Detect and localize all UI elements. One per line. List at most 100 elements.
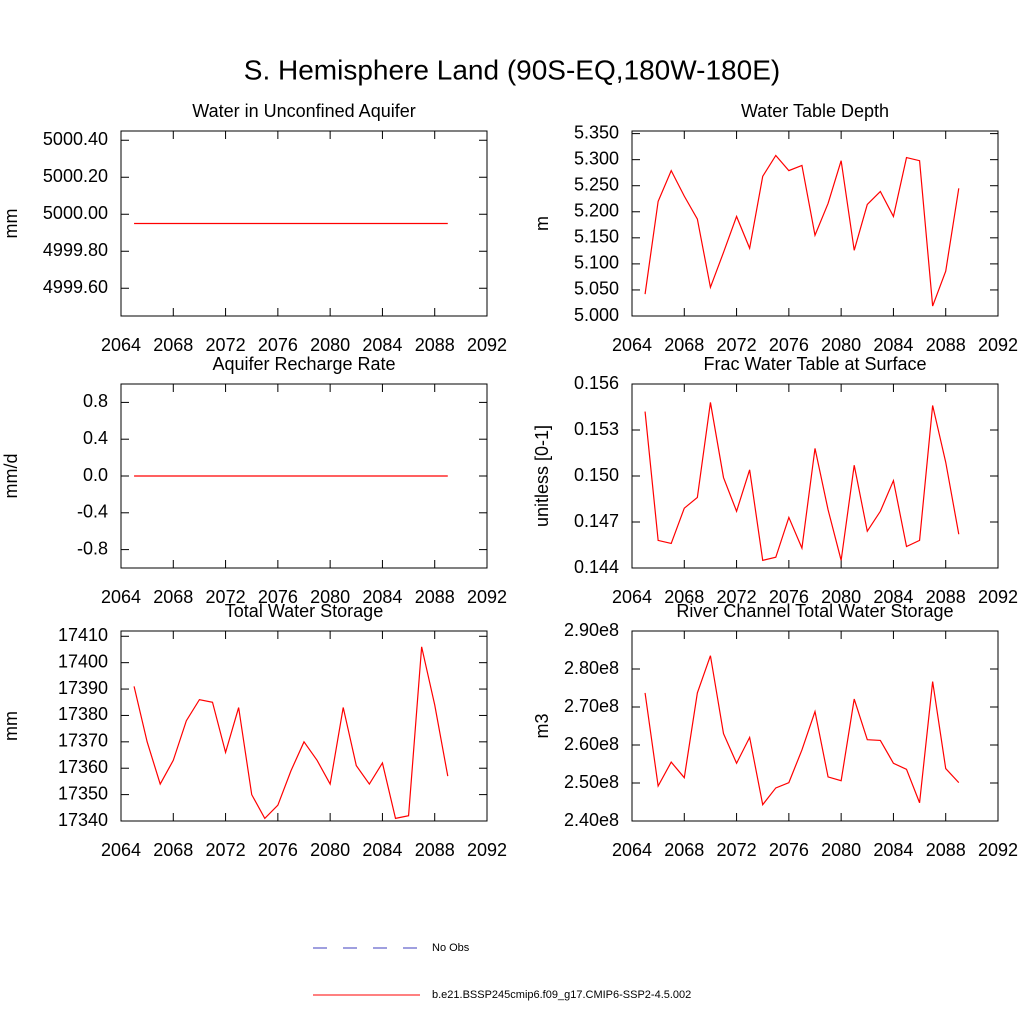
- y-tick-label: 2.40e8: [564, 810, 619, 830]
- y-tick-label: 17360: [58, 757, 108, 777]
- x-tick-label: 2092: [467, 587, 507, 607]
- plot-frame: [120, 630, 488, 822]
- panel-title: Water in Unconfined Aquifer: [192, 101, 415, 121]
- y-tick-label: 5000.40: [43, 129, 108, 149]
- x-tick-label: 2080: [821, 335, 861, 355]
- x-tick-label: 2064: [612, 587, 652, 607]
- x-tick-label: 2064: [612, 335, 652, 355]
- x-tick-label: 2088: [926, 335, 966, 355]
- x-tick-label: 2088: [415, 335, 455, 355]
- y-axis-label: m3: [532, 713, 552, 738]
- x-tick-label: 2072: [206, 840, 246, 860]
- y-tick-label: 2.60e8: [564, 734, 619, 754]
- plot-frame: [631, 130, 999, 317]
- x-tick-label: 2064: [101, 840, 141, 860]
- x-tick-label: 2072: [717, 587, 757, 607]
- y-axis-label: m: [532, 216, 552, 231]
- y-axis-label: mm: [1, 711, 21, 741]
- y-axis-label: mm/d: [1, 454, 21, 499]
- x-tick-label: 2076: [769, 335, 809, 355]
- y-tick-label: 0.144: [574, 557, 619, 577]
- x-tick-label: 2092: [467, 335, 507, 355]
- panel-title: Aquifer Recharge Rate: [212, 354, 395, 374]
- data-line: [644, 655, 960, 807]
- y-tick-label: 0.150: [574, 465, 619, 485]
- x-tick-label: 2068: [664, 840, 704, 860]
- y-tick-label: 5.150: [574, 227, 619, 247]
- x-tick-label: 2088: [415, 840, 455, 860]
- y-axis-label: unitless [0-1]: [532, 425, 552, 527]
- x-tick-label: 2064: [101, 335, 141, 355]
- x-tick-label: 2068: [153, 587, 193, 607]
- y-tick-label: 0.147: [574, 511, 619, 531]
- plot-frame: [120, 130, 488, 317]
- y-tick-label: 5.100: [574, 253, 619, 273]
- x-tick-label: 2072: [717, 335, 757, 355]
- x-tick-label: 2068: [664, 335, 704, 355]
- y-tick-label: 17390: [58, 678, 108, 698]
- figure-title: S. Hemisphere Land (90S-EQ,180W-180E): [244, 54, 780, 85]
- panel-title: Total Water Storage: [225, 601, 383, 621]
- y-tick-label: 5.000: [574, 305, 619, 325]
- x-tick-label: 2084: [873, 335, 913, 355]
- x-tick-label: 2064: [101, 587, 141, 607]
- y-tick-label: 17350: [58, 783, 108, 803]
- x-tick-label: 2076: [769, 587, 809, 607]
- y-tick-label: 0.4: [83, 428, 108, 448]
- x-tick-label: 2076: [258, 335, 298, 355]
- legend-label: b.e21.BSSP245cmip6.f09_g17.CMIP6-SSP2-4.…: [432, 989, 691, 1001]
- y-tick-label: 4999.60: [43, 277, 108, 297]
- y-tick-label: 2.50e8: [564, 772, 619, 792]
- panel-title: Water Table Depth: [741, 101, 889, 121]
- x-tick-label: 2092: [467, 840, 507, 860]
- y-tick-label: 2.90e8: [564, 620, 619, 640]
- x-tick-label: 2088: [926, 587, 966, 607]
- x-tick-label: 2072: [206, 335, 246, 355]
- y-tick-label: 5.300: [574, 148, 619, 168]
- y-tick-label: 5.200: [574, 201, 619, 221]
- x-tick-label: 2072: [717, 840, 757, 860]
- y-tick-label: 17380: [58, 704, 108, 724]
- x-tick-label: 2092: [978, 840, 1018, 860]
- x-tick-label: 2064: [612, 840, 652, 860]
- y-tick-label: 5000.20: [43, 166, 108, 186]
- x-tick-label: 2092: [978, 587, 1018, 607]
- plot-frame: [120, 383, 488, 569]
- x-tick-label: 2088: [415, 587, 455, 607]
- y-tick-label: 17410: [58, 625, 108, 645]
- plot-frame: [631, 383, 999, 569]
- x-tick-label: 2080: [310, 587, 350, 607]
- x-tick-label: 2088: [926, 840, 966, 860]
- panel-title: Frac Water Table at Surface: [703, 354, 926, 374]
- plot-frame: [631, 630, 999, 822]
- y-tick-label: 2.70e8: [564, 696, 619, 716]
- y-tick-label: 17400: [58, 651, 108, 671]
- x-tick-label: 2080: [821, 587, 861, 607]
- x-tick-label: 2080: [310, 335, 350, 355]
- data-line: [644, 402, 960, 562]
- x-tick-label: 2084: [362, 335, 402, 355]
- x-tick-label: 2084: [873, 587, 913, 607]
- y-tick-label: 0.156: [574, 373, 619, 393]
- x-tick-label: 2068: [153, 840, 193, 860]
- x-tick-label: 2080: [310, 840, 350, 860]
- data-line: [644, 154, 960, 307]
- x-tick-label: 2076: [258, 587, 298, 607]
- x-tick-label: 2080: [821, 840, 861, 860]
- x-tick-label: 2084: [362, 587, 402, 607]
- y-tick-label: 5.250: [574, 174, 619, 194]
- y-tick-label: 0.8: [83, 391, 108, 411]
- x-tick-label: 2072: [206, 587, 246, 607]
- data-line: [133, 646, 449, 820]
- x-tick-label: 2092: [978, 335, 1018, 355]
- y-tick-label: 2.80e8: [564, 658, 619, 678]
- x-tick-label: 2068: [664, 587, 704, 607]
- x-tick-label: 2068: [153, 335, 193, 355]
- x-tick-label: 2076: [769, 840, 809, 860]
- panel-title: River Channel Total Water Storage: [676, 601, 953, 621]
- x-tick-label: 2076: [258, 840, 298, 860]
- x-tick-label: 2084: [873, 840, 913, 860]
- y-tick-label: 17340: [58, 810, 108, 830]
- y-tick-label: -0.8: [77, 538, 108, 558]
